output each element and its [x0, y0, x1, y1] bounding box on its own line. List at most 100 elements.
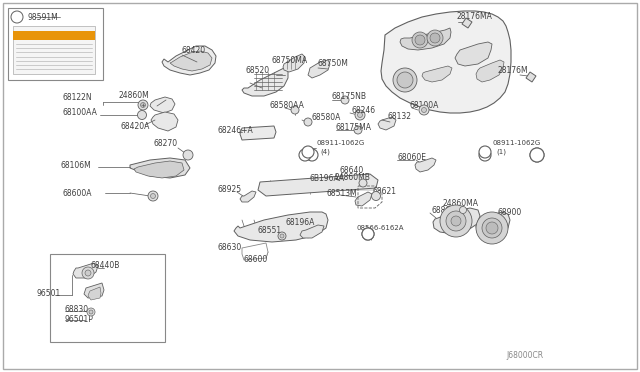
Circle shape — [183, 150, 193, 160]
Text: 68175NB: 68175NB — [332, 92, 367, 100]
Text: N: N — [305, 149, 311, 155]
Bar — [13, 31, 95, 40]
Text: J68000CR: J68000CR — [506, 350, 543, 359]
Polygon shape — [73, 263, 98, 278]
Circle shape — [479, 146, 491, 158]
Text: 68750MA: 68750MA — [272, 55, 308, 64]
Polygon shape — [134, 161, 184, 178]
Text: N: N — [482, 152, 488, 158]
Text: 68100A: 68100A — [410, 100, 440, 109]
Polygon shape — [242, 64, 288, 96]
Text: 68196A: 68196A — [286, 218, 316, 227]
Text: N: N — [482, 149, 488, 155]
Polygon shape — [258, 174, 378, 196]
Circle shape — [530, 148, 544, 162]
Text: 68621: 68621 — [373, 186, 397, 196]
Text: AIRBAG: AIRBAG — [40, 33, 67, 38]
Text: 68925: 68925 — [218, 185, 242, 193]
Polygon shape — [151, 112, 178, 131]
Circle shape — [278, 232, 286, 240]
Polygon shape — [462, 18, 472, 28]
Circle shape — [482, 218, 502, 238]
Text: 98591M: 98591M — [27, 13, 58, 22]
Polygon shape — [234, 212, 328, 242]
Text: 96501P: 96501P — [64, 315, 93, 324]
Circle shape — [304, 118, 312, 126]
Circle shape — [362, 228, 374, 240]
Polygon shape — [476, 60, 504, 82]
Polygon shape — [455, 42, 492, 66]
Circle shape — [141, 103, 145, 108]
Circle shape — [89, 310, 93, 314]
Text: +: + — [141, 103, 145, 108]
Polygon shape — [526, 72, 536, 82]
Text: (4): (4) — [320, 149, 330, 155]
Circle shape — [486, 222, 498, 234]
Text: 68132: 68132 — [388, 112, 412, 121]
Circle shape — [280, 234, 284, 238]
Polygon shape — [283, 54, 305, 72]
Circle shape — [341, 96, 349, 104]
Circle shape — [427, 30, 443, 46]
Bar — [50, 254, 165, 342]
Text: 68580AA: 68580AA — [270, 100, 305, 109]
Circle shape — [476, 212, 508, 244]
Text: 68106M: 68106M — [60, 160, 91, 170]
Polygon shape — [240, 126, 276, 140]
Circle shape — [82, 267, 94, 279]
Circle shape — [530, 148, 544, 162]
Polygon shape — [242, 243, 268, 260]
Circle shape — [355, 110, 365, 120]
Circle shape — [362, 228, 374, 240]
Polygon shape — [378, 117, 396, 130]
Circle shape — [371, 192, 381, 201]
Text: 68900: 68900 — [498, 208, 522, 217]
Circle shape — [150, 193, 156, 199]
Text: 68640: 68640 — [340, 166, 364, 174]
Text: A: A — [534, 151, 540, 160]
Circle shape — [299, 149, 311, 161]
Circle shape — [451, 216, 461, 226]
Text: H: H — [302, 153, 308, 157]
Text: 68551: 68551 — [258, 225, 282, 234]
Circle shape — [460, 206, 467, 214]
Text: N: N — [309, 152, 315, 158]
Polygon shape — [476, 212, 510, 238]
Polygon shape — [170, 51, 212, 71]
Text: 68630: 68630 — [218, 244, 243, 253]
Text: A: A — [534, 151, 540, 160]
Text: 08566-6162A: 08566-6162A — [357, 225, 404, 231]
Text: 68860EA: 68860EA — [432, 205, 466, 215]
Text: 24860MB: 24860MB — [335, 173, 371, 182]
Text: 24860M: 24860M — [118, 90, 148, 99]
Circle shape — [446, 211, 466, 231]
Text: 68175MA: 68175MA — [336, 122, 372, 131]
Circle shape — [148, 191, 158, 201]
Polygon shape — [162, 46, 216, 75]
Text: 68580A: 68580A — [312, 112, 341, 122]
Text: 68750M: 68750M — [318, 58, 349, 67]
Polygon shape — [240, 191, 256, 202]
Text: A: A — [14, 14, 20, 20]
Circle shape — [440, 205, 472, 237]
Text: 68520: 68520 — [246, 65, 270, 74]
Circle shape — [397, 72, 413, 88]
Text: 68513M: 68513M — [327, 189, 358, 198]
Text: 24860MA: 24860MA — [443, 199, 479, 208]
Text: 68440B: 68440B — [90, 260, 120, 269]
Text: 68100AA: 68100AA — [62, 108, 97, 116]
Polygon shape — [355, 192, 372, 206]
Text: 08911-1062G: 08911-1062G — [493, 140, 541, 146]
Polygon shape — [381, 11, 511, 113]
Polygon shape — [422, 66, 452, 82]
Text: 68246+A: 68246+A — [218, 125, 253, 135]
Circle shape — [415, 35, 425, 45]
Text: 68420: 68420 — [182, 45, 206, 55]
Text: 68122N: 68122N — [62, 93, 92, 102]
Circle shape — [393, 68, 417, 92]
Text: 96501: 96501 — [36, 289, 60, 298]
Text: 28176MA: 28176MA — [457, 12, 493, 20]
Text: 68600: 68600 — [243, 256, 268, 264]
Polygon shape — [84, 283, 104, 298]
Circle shape — [138, 100, 148, 110]
